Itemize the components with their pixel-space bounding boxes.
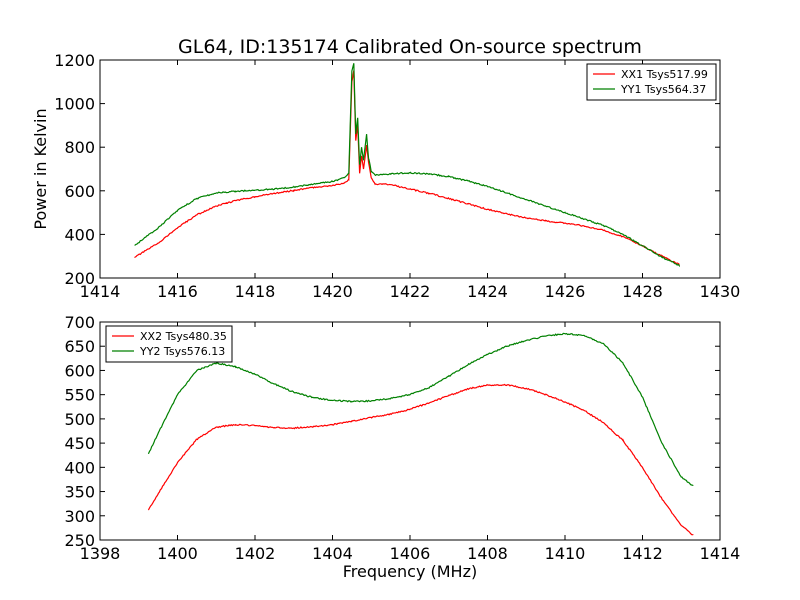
y-tick-label: 600 [64,182,95,201]
x-tick-label: 1426 [545,282,586,301]
legend-label: XX2 Tsys480.35 [140,330,227,343]
x-tick-label: 1422 [390,282,431,301]
x-tick-label: 1410 [545,544,586,563]
series-line-xx2 [147,383,694,536]
y-tick-label: 350 [64,483,95,502]
legend-label: YY2 Tsys576.13 [139,345,225,358]
y-tick-label: 650 [64,337,95,356]
y-tick-label: 700 [64,313,95,332]
top-plot-legend: XX1 Tsys517.99 YY1 Tsys564.37 [586,63,717,101]
legend-label: XX1 Tsys517.99 [621,68,708,81]
top-plot-lines [134,63,680,268]
x-tick-label: 1398 [80,544,121,563]
series-line-yy1 [134,63,680,268]
y-axis-title: Power in Kelvin [31,108,50,229]
y-tick-label: 450 [64,434,95,453]
y-tick-label: 600 [64,361,95,380]
x-tick-label: 1424 [467,282,508,301]
y-tick-label: 800 [64,138,95,157]
x-tick-label: 1420 [312,282,353,301]
y-tick-label: 400 [64,225,95,244]
x-tick-label: 1406 [390,544,431,563]
x-tick-label: 1418 [235,282,276,301]
x-axis-title: Frequency (MHz) [343,562,477,581]
y-tick-label: 250 [64,531,95,550]
x-tick-label: 1404 [312,544,353,563]
y-tick-label: 550 [64,386,95,405]
y-tick-label: 500 [64,410,95,429]
legend-box [586,63,717,101]
chart-title: GL64, ID:135174 Calibrated On-source spe… [178,36,642,58]
y-tick-label: 1200 [54,51,95,70]
bottom-plot-ticks: 1398 1400 1402 1404 1406 1408 1410 1412 1414 250 3… [64,313,740,563]
x-tick-label: 1430 [700,282,741,301]
bottom-plot-lines [147,332,694,536]
top-plot-ticks: 1414 1416 1418 1420 1422 1424 1426 1428 1430 200 4… [54,51,740,301]
bottom-plot-panel: 1398 1400 1402 1404 1406 1408 1410 1412 1414 250 3… [64,313,740,563]
legend-label: YY1 Tsys564.37 [620,83,706,96]
x-tick-label: 1400 [157,544,198,563]
legend-box [105,325,233,363]
x-tick-label: 1416 [157,282,198,301]
y-tick-label: 200 [64,269,95,288]
series-line-yy2 [147,332,694,486]
bottom-plot-legend: XX2 Tsys480.35 YY2 Tsys576.13 [105,325,233,363]
y-tick-label: 1000 [54,95,95,114]
y-tick-label: 400 [64,458,95,477]
x-tick-label: 1408 [467,544,508,563]
x-tick-label: 1412 [622,544,663,563]
x-tick-label: 1428 [622,282,663,301]
x-tick-label: 1414 [700,544,741,563]
top-plot-panel: 1414 1416 1418 1420 1422 1424 1426 1428 1430 200 4… [54,51,740,301]
y-tick-label: 300 [64,507,95,526]
series-line-xx1 [134,69,680,265]
x-tick-label: 1402 [235,544,276,563]
x-tick-label: 1414 [80,282,121,301]
